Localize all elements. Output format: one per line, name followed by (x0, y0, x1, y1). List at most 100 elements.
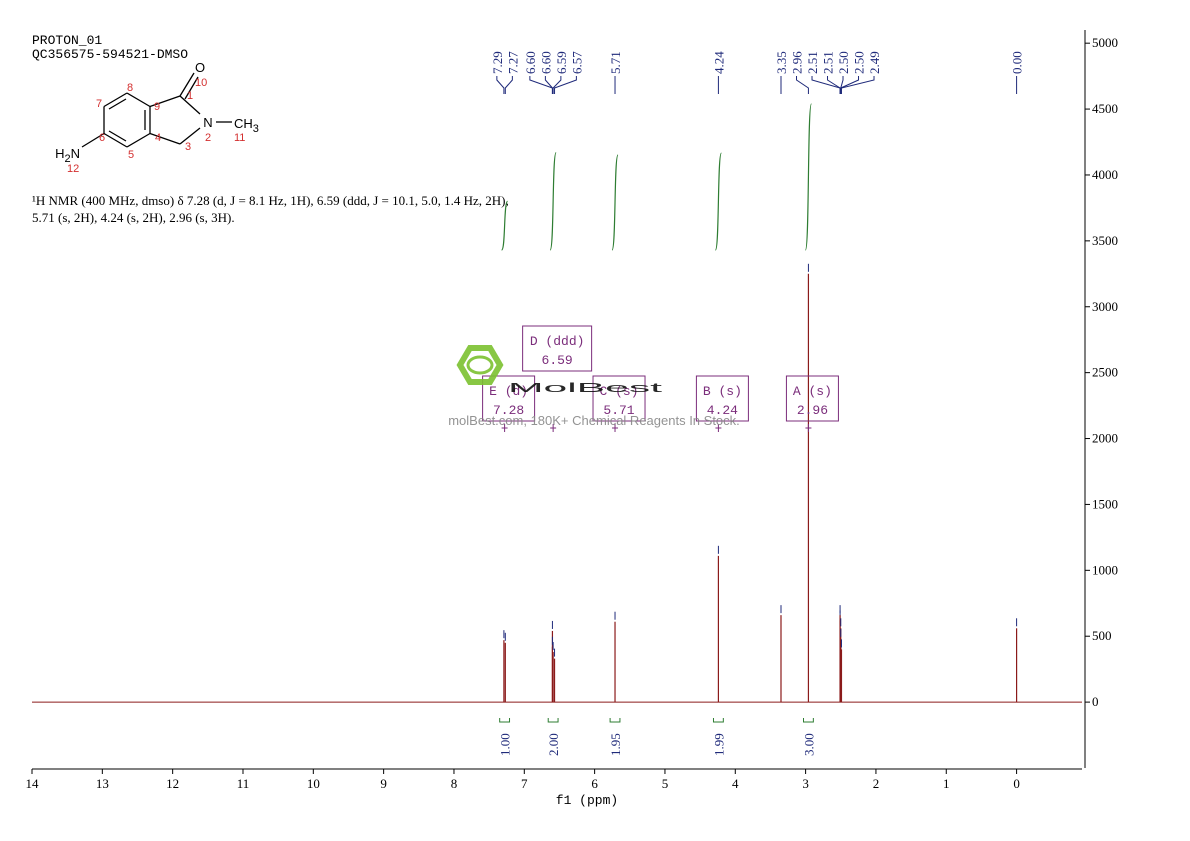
x-tick-label: 6 (591, 776, 598, 791)
peak-label-connector (544, 76, 553, 94)
multiplet-shift: 7.28 (493, 403, 524, 418)
atom-number: 4 (155, 132, 161, 144)
y-tick-label: 500 (1092, 628, 1112, 643)
atom-number: 8 (127, 82, 133, 94)
y-tick-label: 5000 (1092, 35, 1118, 50)
integral-curve (714, 152, 722, 251)
x-tick-label: 8 (451, 776, 458, 791)
atom-number: 1 (187, 90, 193, 102)
x-tick-label: 10 (307, 776, 320, 791)
multiplet-shift: 2.96 (797, 403, 828, 418)
experiment-name: PROTON_01 (32, 33, 102, 48)
peak-label: 2.50 (852, 51, 867, 74)
atom-number: 6 (99, 132, 105, 144)
integral-bracket (609, 718, 621, 723)
y-tick-label: 2500 (1092, 365, 1118, 380)
x-tick-label: 13 (96, 776, 109, 791)
peak-label-connector (504, 76, 513, 94)
nmr-description: ¹H NMR (400 MHz, dmso) δ 7.28 (d, J = 8.… (32, 193, 509, 208)
y-tick-label: 1500 (1092, 496, 1118, 511)
integral-curve (501, 200, 509, 251)
atom-number: 5 (128, 149, 134, 161)
peak-label-connector (840, 76, 860, 94)
peak-label: 6.60 (523, 51, 538, 74)
peak-label: 6.60 (538, 51, 553, 74)
integral-curve (611, 154, 619, 251)
y-tick-label: 1000 (1092, 562, 1118, 577)
x-tick-label: 12 (166, 776, 179, 791)
atom-number: 10 (195, 77, 207, 89)
peak-label-connector (827, 76, 841, 94)
x-tick-label: 0 (1013, 776, 1020, 791)
y-tick-label: 3500 (1092, 233, 1118, 248)
multiplet-box (482, 375, 536, 422)
peak-label: 7.29 (490, 51, 505, 74)
multiplet-name: B (s) (703, 384, 742, 399)
watermark-tagline: molBest.com, 180K+ Chemical Reagents In … (448, 413, 740, 428)
sample-name: QC356575-594521-DMSO (32, 47, 188, 62)
y-tick-label: 3000 (1092, 299, 1118, 314)
y-tick-label: 4500 (1092, 101, 1118, 116)
x-tick-label: 1 (943, 776, 950, 791)
atom-number: 2 (205, 132, 211, 144)
peak-label: 2.51 (821, 51, 836, 74)
atom-number: 12 (67, 163, 79, 175)
integral-label: 1.99 (711, 733, 726, 756)
multiplet-shift: 4.24 (707, 403, 738, 418)
atom-label: O (195, 60, 205, 75)
multiplet-shift: 5.71 (603, 403, 634, 418)
atom-number: 7 (96, 98, 102, 110)
nmr-description: 5.71 (s, 2H), 4.24 (s, 2H), 2.96 (s, 3H)… (32, 210, 235, 225)
multiplet-box (522, 325, 593, 372)
integral-label: 3.00 (801, 733, 816, 756)
peak-label: 3.35 (774, 51, 789, 74)
integral-bracket (803, 718, 814, 723)
x-tick-label: 14 (26, 776, 40, 791)
atom-number: 3 (185, 141, 191, 153)
peak-label: 0.00 (1010, 51, 1025, 74)
x-axis-label: f1 (ppm) (556, 793, 618, 808)
peak-label: 6.59 (554, 51, 569, 74)
watermark: MolBest molBest.com, 180K+ Chemical Reag… (448, 345, 740, 428)
y-tick-label: 0 (1092, 694, 1099, 709)
peak-label-connector (552, 76, 562, 94)
x-tick-label: 5 (662, 776, 669, 791)
integral-label: 1.95 (608, 733, 623, 756)
peak-label: 2.96 (790, 51, 805, 74)
peak-label-connector (496, 76, 505, 94)
x-tick-label: 4 (732, 776, 739, 791)
integral-bracket (499, 718, 511, 723)
peak-label: 5.71 (608, 51, 623, 74)
peak-label: 2.50 (836, 51, 851, 74)
peak-label-connector (796, 76, 809, 94)
x-tick-label: 11 (237, 776, 250, 791)
multiplet-name: C (s) (600, 384, 639, 399)
molecule: O N CH3 H2N 1 2 3 4 5 6 7 8 9 10 11 12 (55, 60, 259, 175)
integral-label: 1.00 (498, 733, 513, 756)
watermark-brand: MolBest (508, 380, 663, 395)
atom-label: N (203, 115, 212, 130)
x-tick-label: 2 (873, 776, 880, 791)
integral-curve (804, 103, 813, 251)
atom-label: H2N (55, 146, 80, 165)
multiplet-box (785, 375, 839, 422)
peak-label-connector (554, 76, 577, 94)
peak-label: 2.49 (867, 51, 882, 74)
x-tick-label: 9 (380, 776, 387, 791)
multiplet-name: A (s) (793, 384, 832, 399)
integral-bracket (712, 718, 724, 723)
multiplet-name: E (d) (489, 384, 528, 399)
peak-label: 6.57 (569, 51, 584, 74)
x-tick-label: 3 (802, 776, 809, 791)
multiplet-name: D (ddd) (530, 334, 585, 349)
integral-curve (549, 151, 557, 251)
multiplet-box (592, 375, 646, 422)
multiplet-box (695, 375, 749, 422)
y-tick-label: 4000 (1092, 167, 1118, 182)
peak-label-connector (840, 76, 875, 94)
x-tick-label: 7 (521, 776, 528, 791)
atom-number: 11 (234, 132, 245, 144)
atom-number: 9 (154, 101, 160, 113)
multiplet-shift: 6.59 (542, 353, 573, 368)
